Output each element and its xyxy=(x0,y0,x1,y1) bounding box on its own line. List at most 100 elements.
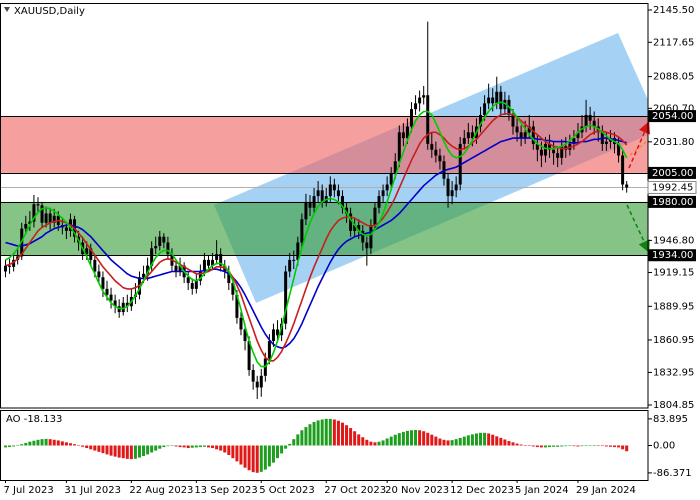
candle-body xyxy=(186,277,190,284)
candle-body xyxy=(617,143,621,156)
candle-body xyxy=(300,219,304,243)
ao-bar xyxy=(613,445,616,448)
candle-body xyxy=(150,248,154,266)
plot xyxy=(4,21,629,473)
level-label-bg xyxy=(648,166,696,179)
candle-body xyxy=(247,341,251,371)
candle-body xyxy=(353,225,357,231)
ao-bar xyxy=(288,443,292,446)
candle-body xyxy=(487,97,491,104)
ao-bar xyxy=(146,445,150,455)
current-price-bg xyxy=(647,180,697,194)
level-label-bg xyxy=(648,195,696,208)
candle-body xyxy=(251,370,255,382)
ao-bar xyxy=(56,440,60,446)
candle-body xyxy=(385,184,389,191)
candle-body xyxy=(36,204,40,206)
candle-body xyxy=(312,196,316,208)
ao-bar xyxy=(271,445,275,463)
ao-bar xyxy=(584,445,588,446)
ao-bar xyxy=(125,445,129,459)
ao-bar xyxy=(44,438,48,446)
ao-bar xyxy=(182,445,186,448)
x-tick-label: 12 Dec 2023 xyxy=(450,485,514,496)
candle-body xyxy=(125,302,129,307)
candle-body xyxy=(211,259,215,266)
ao-bar xyxy=(113,445,117,457)
level-label-bg xyxy=(648,249,696,262)
ao-bar xyxy=(548,445,552,448)
symbol-icon xyxy=(4,7,10,12)
candle-body xyxy=(340,196,344,208)
y-tick-label: 1832.95 xyxy=(653,367,694,378)
candle-body xyxy=(113,300,117,307)
ao-bar xyxy=(142,445,146,456)
ao-bar xyxy=(121,445,125,459)
ao-bar xyxy=(129,445,133,460)
ao-bar xyxy=(77,445,81,446)
moving-average xyxy=(5,137,627,349)
candle-body xyxy=(401,132,405,139)
x-tick-label: 5 Oct 2023 xyxy=(259,485,314,496)
ao-bar xyxy=(479,432,483,446)
candle-body xyxy=(93,259,97,272)
candle-body xyxy=(588,114,592,121)
ao-bar xyxy=(401,431,405,446)
ao-bar xyxy=(564,445,568,447)
ao-bar xyxy=(414,429,418,446)
x-tick-label: 29 Jan 2024 xyxy=(576,485,636,496)
ao-bar xyxy=(466,435,470,446)
ao-bar xyxy=(186,445,190,449)
ao-bar xyxy=(166,445,170,447)
candle-body xyxy=(64,227,68,231)
candle-body xyxy=(32,204,36,222)
ao-bar xyxy=(511,442,515,446)
candle-body xyxy=(548,143,552,150)
ao-bar xyxy=(89,445,93,450)
ao-bar xyxy=(243,445,247,468)
x-tick-label: 5 Jan 2024 xyxy=(515,485,569,496)
ao-bar xyxy=(332,419,336,446)
candle-body xyxy=(271,329,275,342)
ao-bar xyxy=(604,445,608,447)
candle-body xyxy=(539,149,543,156)
ao-bar xyxy=(523,445,527,446)
candle-body xyxy=(40,205,44,223)
ao-bar xyxy=(625,445,629,452)
ao-bar xyxy=(535,445,539,448)
ao-bar xyxy=(320,419,324,446)
ao-bar xyxy=(410,430,413,446)
zone xyxy=(0,201,648,256)
candle-body xyxy=(543,143,547,156)
candle-body xyxy=(101,277,105,289)
level-label-bg xyxy=(648,110,696,123)
ao-bar xyxy=(345,425,349,446)
ao-bar xyxy=(503,439,507,446)
candle-body xyxy=(397,132,401,162)
ao-bar xyxy=(495,436,499,446)
ao-bar xyxy=(137,445,141,458)
chart-title: XAUUSD,Daily xyxy=(14,6,85,17)
ao-bar xyxy=(470,434,474,446)
candle-body xyxy=(621,155,625,185)
candle-body xyxy=(296,242,300,260)
ao-bar xyxy=(162,445,166,448)
ao-bar xyxy=(8,445,12,448)
candle-body xyxy=(328,184,332,197)
ao-bar xyxy=(4,445,7,448)
ao-bar xyxy=(499,437,503,446)
ao-bar xyxy=(336,420,340,446)
candle-body xyxy=(231,283,235,295)
candle-body xyxy=(259,375,263,388)
candle-body xyxy=(422,95,426,98)
ao-bar xyxy=(454,439,458,446)
ao-bar xyxy=(600,445,604,446)
ao-bar xyxy=(202,445,206,447)
ao-bar xyxy=(48,439,52,446)
ao-bar xyxy=(60,441,64,446)
y-tick-label: 2031.80 xyxy=(653,137,694,148)
candle-body xyxy=(393,161,397,173)
candle-body xyxy=(52,215,56,223)
candle-body xyxy=(332,184,336,191)
ao-bar xyxy=(312,422,316,446)
